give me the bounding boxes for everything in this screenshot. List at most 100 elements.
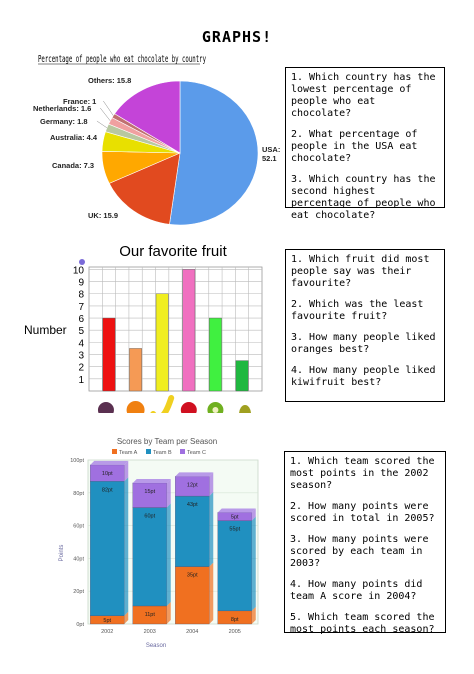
pie-label-others: Others: 15.8	[88, 76, 131, 85]
fruit-ytick-label: 10	[73, 265, 85, 276]
team-ytick-label: 20pt	[73, 589, 84, 595]
questions-box-fruit: 1. Which fruit did most people say was t…	[285, 249, 445, 402]
fruit-bar-strawberry	[182, 269, 196, 392]
kiwifruit-center-icon	[212, 407, 219, 413]
pie-chart: Percentage of people who eat chocolate b…	[33, 54, 280, 226]
team-bar-label: 12pt	[187, 482, 198, 488]
pie-leader-line	[103, 100, 114, 116]
fruit-ytick-label: 4	[78, 338, 84, 349]
team-bar-segment	[175, 566, 210, 625]
fruit-ytick-label: 2	[78, 363, 84, 374]
team-ytick-label: 40pt	[73, 556, 84, 562]
fruit-ytick-label: 9	[78, 278, 84, 289]
team-bar-segment	[217, 520, 252, 612]
fruit-ytick-label: 8	[78, 290, 84, 301]
fruit-ytick-label: 3	[78, 351, 84, 362]
team-bar-side	[209, 492, 214, 567]
team-bar-side	[124, 477, 129, 616]
team-bar-side	[209, 562, 214, 624]
plum-icon	[97, 402, 114, 413]
fruit-bar-orange	[129, 348, 142, 392]
team-bar-label: 55pt	[229, 527, 240, 533]
banana-icon	[150, 395, 175, 413]
team-bar-top	[132, 478, 171, 483]
team-bar-top	[217, 508, 256, 513]
team-bar-label: 10pt	[102, 471, 113, 477]
team-bar-segment	[175, 495, 210, 567]
legend-label: Team A	[119, 450, 138, 456]
team-bar-label: 35pt	[187, 573, 198, 579]
pie-slice-others	[114, 80, 181, 154]
question-item: 4. How many points did team A score in 2…	[290, 579, 423, 602]
legend-swatch	[112, 449, 117, 454]
fruit-ytick-label: 6	[78, 314, 84, 325]
fruit-ytick-label: 5	[78, 326, 84, 337]
team-bar-side	[124, 460, 129, 482]
team-chart: Scores by Team per Season Team A Team B Te…	[59, 437, 259, 649]
pie-label-canada: Canada: 7.3	[52, 161, 94, 170]
orange-icon	[126, 401, 145, 413]
team-ytick-label: 60pt	[73, 524, 84, 530]
team-bar-label: 5pt	[103, 618, 111, 624]
team-bar-label: 5pt	[231, 515, 239, 521]
questions-box-team: 1. Which team scored the most points in …	[284, 451, 446, 635]
team-bar-label: 15pt	[144, 489, 155, 495]
team-bar-segment	[90, 481, 125, 616]
team-bar-side	[124, 611, 129, 624]
pie-chart-title: Percentage of people who eat chocolate b…	[38, 54, 206, 65]
pie-slice-usa	[169, 80, 259, 226]
team-chart-title: Scores by Team per Season	[117, 437, 217, 446]
fruit-bar-plum	[102, 317, 116, 392]
legend-label: Team B	[153, 450, 172, 456]
team-bar-side	[251, 516, 256, 611]
pie-slice-uk	[108, 152, 181, 225]
team-bar-label: 11pt	[145, 612, 156, 618]
team-bar-side	[209, 472, 214, 497]
team-bar-side	[166, 601, 171, 624]
question-item: 3. How many points were scored by each t…	[290, 534, 429, 569]
page-title: GRAPHS!	[201, 28, 273, 46]
fruit-chart-ylabel: Number	[24, 323, 67, 337]
team-chart-xlabel: Season	[146, 643, 166, 649]
team-bar-label: 82pt	[102, 487, 113, 493]
pie-label-france: France: 1	[63, 97, 96, 106]
fruit-bar-pear	[235, 360, 249, 392]
question-item: 1. Which fruit did most people say was t…	[291, 254, 430, 289]
pie-leader-line	[96, 120, 108, 129]
team-xtick-label: 2004	[186, 629, 198, 635]
team-bar-segment	[132, 482, 167, 508]
question-item: 5. Which team scored the most points eac…	[290, 612, 435, 635]
fruit-ytick-label: 7	[78, 302, 84, 313]
pear-icon	[239, 405, 252, 413]
team-bar-side	[251, 508, 256, 521]
strawberry-icon	[180, 402, 197, 413]
team-bar-label: 8pt	[231, 617, 239, 623]
fruit-bar-kiwifruit	[209, 317, 222, 392]
team-bar-side	[251, 606, 256, 624]
pie-leader-line	[100, 107, 111, 121]
pushpin-icon	[79, 259, 85, 265]
team-ytick-label: 80pt	[73, 491, 84, 497]
question-item: 1. Which country has the lowest percenta…	[291, 72, 436, 119]
fruit-chart-title: Our favorite fruit	[119, 243, 227, 260]
team-bar-side	[166, 503, 171, 606]
question-item: 2. How many points were scored in total …	[290, 501, 435, 524]
pie-label-usa: USA:	[262, 145, 280, 154]
question-item: 3. Which country has the second highest …	[291, 174, 436, 221]
question-item: 1. Which team scored the most points in …	[290, 456, 435, 491]
team-xtick-label: 2005	[229, 629, 241, 635]
legend-label: Team C	[187, 450, 206, 456]
team-ytick-label: 0pt	[76, 622, 84, 628]
question-item: 3. How many people liked oranges best?	[291, 332, 436, 355]
team-xtick-label: 2003	[144, 629, 156, 635]
legend-swatch	[146, 449, 151, 454]
pie-label-uk: UK: 15.9	[88, 211, 118, 220]
team-bar-top	[90, 460, 129, 465]
question-item: 2. Which was the least favourite fruit?	[291, 299, 424, 322]
fruit-bar-banana	[155, 293, 169, 392]
pie-label-netherlands: Netherlands: 1.6	[33, 104, 91, 113]
pie-label-germany: Germany: 1.8	[40, 117, 88, 126]
team-bar-label: 43pt	[187, 502, 198, 508]
team-bar-label: 60pt	[144, 514, 155, 520]
